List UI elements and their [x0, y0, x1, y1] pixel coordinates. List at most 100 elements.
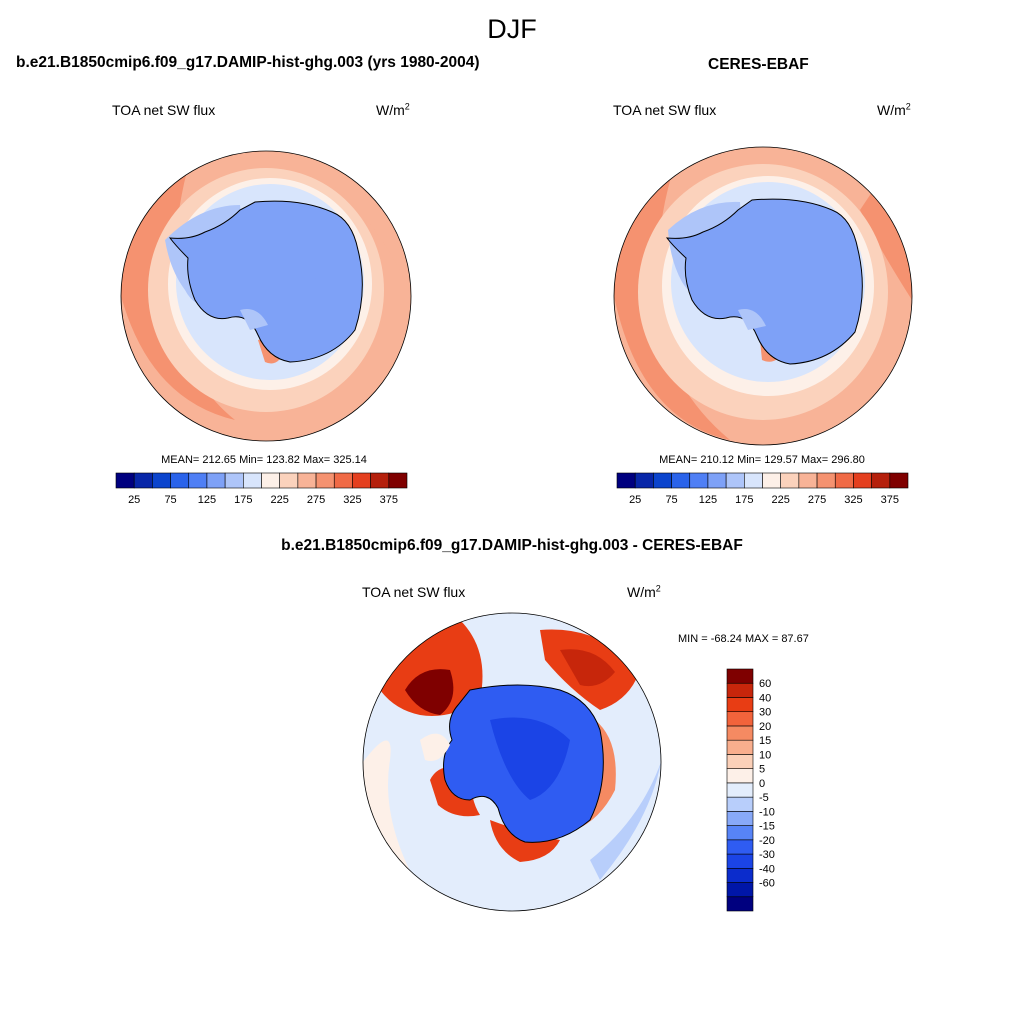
panel1-colorbar: 25 75 125 175 225 275 325 375 [115, 472, 408, 506]
panel2-units-label: W/m2 [877, 101, 911, 118]
panel3-colorbar-box-13 [726, 711, 754, 727]
panel3-colorbar-box-1 [726, 882, 754, 898]
map1-region-west [121, 160, 235, 420]
panel2-colorbar-box-6 [725, 472, 745, 489]
panel3-colorbar-box-4 [726, 839, 754, 855]
map3-antarctica-core [490, 717, 570, 800]
panel2-colorbar-box-5 [707, 472, 727, 489]
map3-frame [362, 612, 662, 912]
panel3-colorbar-box-15 [726, 682, 754, 698]
panel3-colorbar-tick-label: -40 [759, 863, 775, 875]
panel3-colorbar-tick-label: 30 [759, 707, 771, 719]
panel2-stats: MEAN= 210.12 Min= 129.57 Max= 296.80 [659, 454, 865, 466]
panel3-colorbar-box-2 [726, 867, 754, 883]
panel1-colorbar-box-8 [261, 472, 280, 489]
panel2-colorbar-box-14 [871, 472, 891, 489]
map2-region-east [860, 180, 912, 300]
panel3-colorbar-tick-label: -20 [759, 835, 775, 847]
panel2-colorbar: 25 75 125 175 225 275 325 375 [616, 472, 909, 506]
panel2-colorbar-box-9 [780, 472, 800, 489]
panel2-colorbar-box-8 [762, 472, 781, 489]
panel3-colorbar-box-0 [726, 896, 754, 912]
map1-plateau-patch [291, 264, 323, 280]
panel3-colorbar-tick-label: 15 [759, 735, 771, 747]
panel3-colorbar-box-3 [726, 853, 754, 869]
panel2-colorbar-box-3 [671, 472, 691, 489]
panel2-variable-label: TOA net SW flux [613, 102, 717, 118]
panel3-title: b.e21.B1850cmip6.f09_g17.DAMIP-hist-ghg.… [281, 537, 743, 554]
panel3-stats: MIN = -68.24 MAX = 87.67 [678, 633, 809, 645]
panel1-colorbar-tick-label: 375 [380, 494, 398, 506]
panel1-colorbar-box-0 [115, 472, 135, 489]
panel3-colorbar-tick-label: 0 [759, 778, 765, 790]
panel1-colorbar-tick-label: 125 [198, 494, 216, 506]
panel1-colorbar-box-10 [297, 472, 317, 489]
figure-title: DJF [487, 14, 537, 44]
panel3-colorbar-tick-label: -30 [759, 849, 775, 861]
map3-peninsula-pale [420, 733, 450, 761]
map3-nw-core [405, 669, 454, 715]
panel2-colorbar-tick-label: 325 [844, 494, 862, 506]
panel2-colorbar-box-11 [816, 472, 836, 489]
panel1-colorbar-box-2 [152, 472, 171, 489]
map2-ross-ice [738, 309, 766, 330]
panel1-colorbar-tick-label: 275 [307, 494, 325, 506]
panel1-colorbar-box-7 [243, 472, 262, 489]
panel1-colorbar-tick-label: 25 [128, 494, 140, 506]
panel2-colorbar-box-10 [798, 472, 818, 489]
panel1-colorbar-tick-label: 75 [164, 494, 176, 506]
panel1-colorbar-tick-label: 325 [343, 494, 361, 506]
panel1-colorbar-tick-label: 225 [271, 494, 289, 506]
panel1-colorbar-box-5 [206, 472, 226, 489]
panel2-colorbar-box-2 [653, 472, 672, 489]
panel1-colorbar-box-9 [279, 472, 299, 489]
panel1-colorbar-box-12 [333, 472, 353, 489]
map2-region-west [614, 150, 730, 440]
map1-ross-ice [240, 309, 268, 330]
panel3-colorbar-tick-label: 40 [759, 692, 771, 704]
map3-sw-pale [363, 740, 420, 890]
panel3-colorbar-tick-label: -10 [759, 806, 775, 818]
panel1-colorbar-box-14 [370, 472, 390, 489]
panel3-colorbar-tick-label: 10 [759, 749, 771, 761]
panel1-colorbar-box-11 [315, 472, 335, 489]
map3-se-blue [590, 762, 661, 880]
panel2-colorbar-tick-label: 75 [665, 494, 677, 506]
map3-nw-warm [380, 620, 483, 716]
panel1-map [121, 151, 411, 441]
panel1-colorbar-box-15 [388, 472, 408, 489]
map1-region-ne [266, 151, 411, 296]
panel3-colorbar-box-14 [726, 697, 754, 713]
panel2-colorbar-box-0 [616, 472, 636, 489]
panel2-colorbar-box-4 [689, 472, 709, 489]
panel1-units-label: W/m2 [376, 101, 410, 118]
panel3-colorbar: 60 40 30 20 15 10 5 0 -5 -10 -15 -20 -30 -40 -60 [726, 668, 775, 912]
panel2-title: CERES-EBAF [708, 56, 809, 73]
panel1-colorbar-tick-label: 175 [234, 494, 252, 506]
panel1-colorbar-box-13 [352, 472, 371, 489]
panel2-colorbar-tick-label: 25 [629, 494, 641, 506]
panel1-colorbar-box-1 [133, 472, 153, 489]
panel1-title: b.e21.B1850cmip6.f09_g17.DAMIP-hist-ghg.… [16, 54, 480, 71]
panel3-colorbar-tick-label: 5 [759, 764, 765, 776]
panel3-colorbar-box-9 [726, 768, 754, 784]
panel3-units-label: W/m2 [627, 583, 661, 600]
panel2-colorbar-box-1 [634, 472, 654, 489]
panel2-colorbar-box-7 [744, 472, 763, 489]
panel3-colorbar-box-11 [726, 739, 754, 755]
panel3-colorbar-box-16 [726, 668, 754, 684]
map2-frame [613, 146, 913, 446]
panel1-stats: MEAN= 212.65 Min= 123.82 Max= 325.14 [161, 454, 367, 466]
panel2-colorbar-tick-label: 275 [808, 494, 826, 506]
panel3-variable-label: TOA net SW flux [362, 584, 466, 600]
panel3-colorbar-box-12 [726, 725, 754, 741]
panel2-colorbar-tick-label: 225 [772, 494, 790, 506]
panel3-colorbar-box-10 [726, 754, 754, 769]
panel1-colorbar-box-4 [188, 472, 208, 489]
panel2-colorbar-box-15 [889, 472, 909, 489]
panel2-map [614, 147, 912, 445]
panel3-colorbar-box-5 [726, 825, 754, 841]
panel1-colorbar-box-3 [170, 472, 190, 489]
panel3-colorbar-box-7 [726, 796, 754, 812]
